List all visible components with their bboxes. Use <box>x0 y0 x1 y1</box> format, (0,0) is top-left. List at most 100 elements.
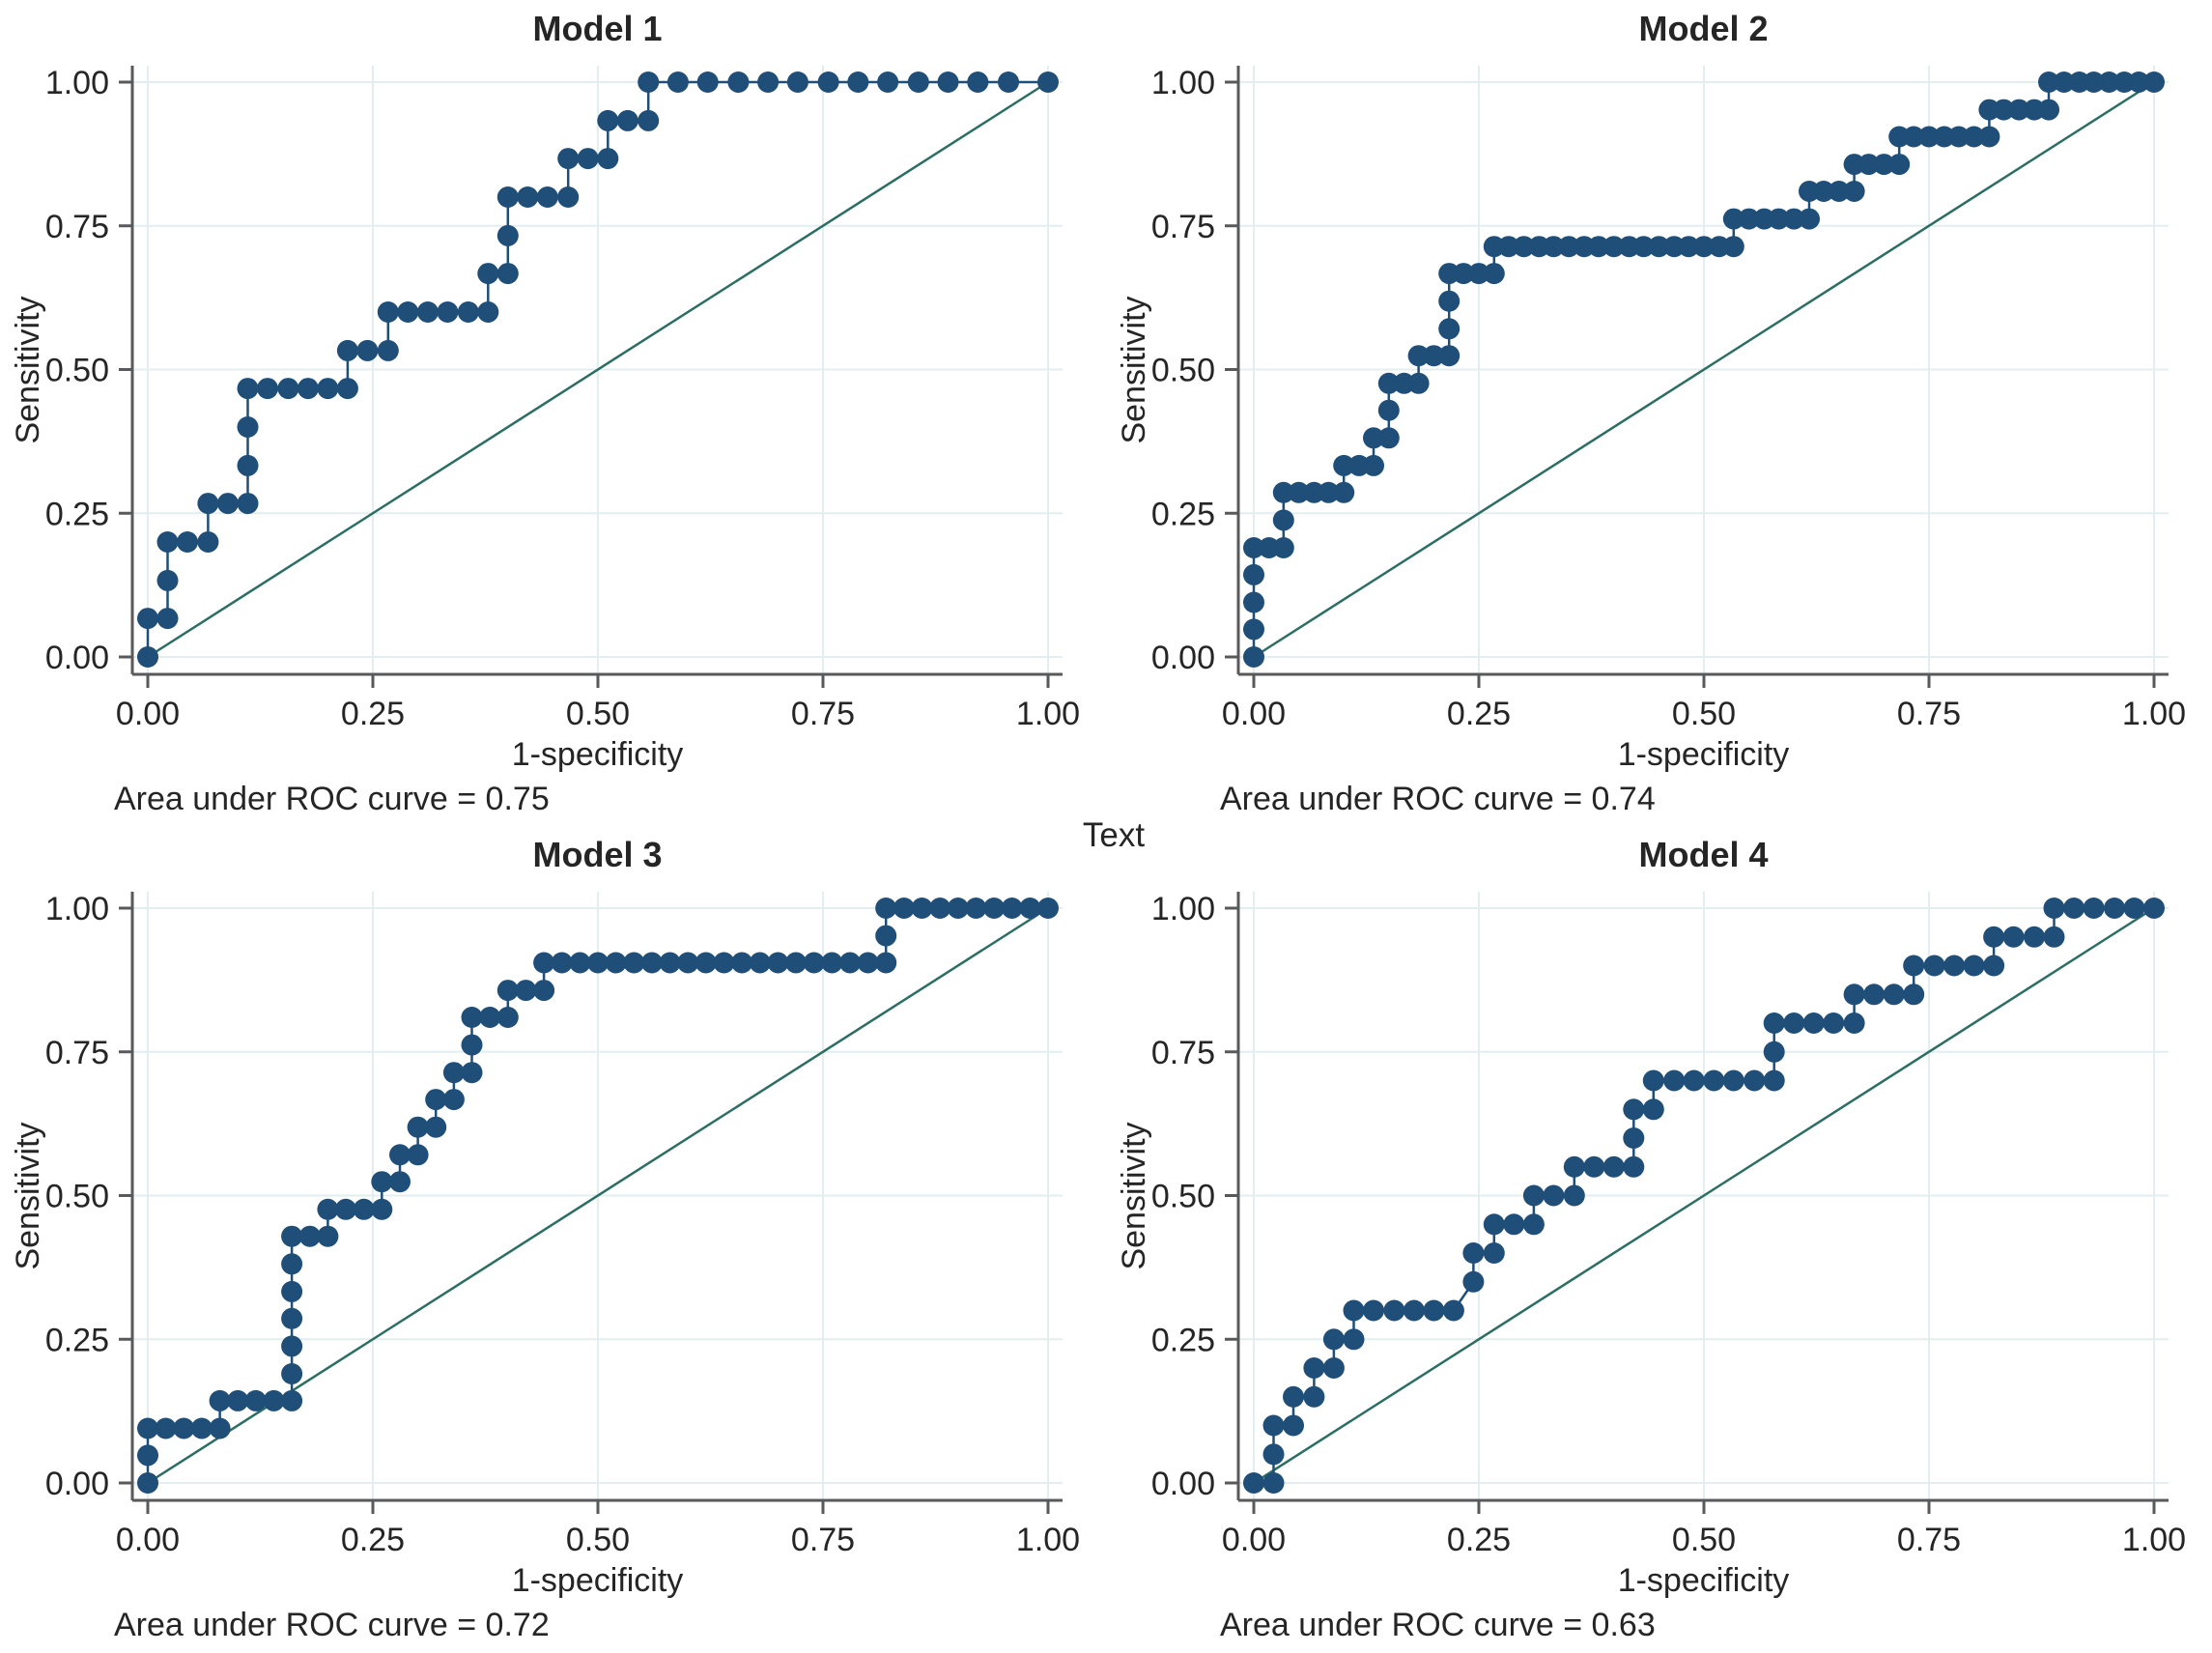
roc-point <box>557 148 580 170</box>
y-tick-label: 0.50 <box>45 353 109 389</box>
roc-point <box>371 1171 393 1193</box>
roc-point <box>496 263 519 285</box>
roc-point <box>1403 1299 1425 1322</box>
roc-point <box>281 1363 303 1384</box>
roc-point <box>2143 71 2165 93</box>
x-tick-label: 0.00 <box>116 696 180 732</box>
roc-point <box>786 71 808 93</box>
x-tick-label: 0.50 <box>566 1522 630 1558</box>
roc-point <box>1583 1155 1605 1178</box>
roc-point <box>2038 71 2059 93</box>
roc-plot-svg: 0.000.00 0.25 0.25 0.50 0.50 0.75 0.75 1.00 1.00… <box>10 9 1080 817</box>
roc-point <box>1377 399 1400 421</box>
roc-point <box>1883 983 1905 1006</box>
y-tick-label: 0.75 <box>1151 209 1215 245</box>
roc-point <box>2008 99 2030 121</box>
roc-point <box>2104 898 2125 919</box>
x-axis-label: 1-specificity <box>1618 1562 1790 1599</box>
roc-point <box>1858 154 1880 176</box>
roc-point <box>947 898 969 919</box>
roc-point <box>197 531 219 553</box>
roc-point <box>821 952 843 974</box>
roc-point <box>209 1389 231 1411</box>
roc-point <box>623 952 645 974</box>
roc-point <box>281 1225 303 1247</box>
roc-point <box>1623 1127 1645 1149</box>
roc-point <box>1903 983 1925 1006</box>
roc-point <box>1423 345 1445 367</box>
roc-point <box>587 952 609 974</box>
roc-point <box>731 952 753 974</box>
roc-point <box>496 224 519 246</box>
roc-point <box>353 1198 375 1220</box>
roc-point <box>317 1225 339 1247</box>
roc-point <box>1438 345 1460 367</box>
x-tick-label: 1.00 <box>1016 696 1080 732</box>
roc-point <box>666 71 689 93</box>
roc-point <box>597 148 619 170</box>
roc-point <box>1272 537 1294 558</box>
roc-point <box>371 1198 393 1220</box>
roc-point <box>616 109 638 131</box>
roc-point <box>1843 181 1865 202</box>
roc-point <box>1648 236 1670 258</box>
roc-point <box>1303 1357 1325 1379</box>
roc-point <box>998 71 1019 93</box>
roc-point <box>1483 1213 1505 1236</box>
roc-point <box>638 71 660 93</box>
roc-point <box>1802 1012 1825 1034</box>
y-tick-label: 0.25 <box>45 1322 109 1358</box>
roc-point <box>551 952 573 974</box>
roc-point <box>1763 1040 1785 1063</box>
roc-point <box>1322 1357 1345 1379</box>
roc-point <box>1543 1184 1565 1207</box>
roc-point <box>156 569 179 591</box>
roc-point <box>677 952 699 974</box>
y-axis-label: Sensitivity <box>1116 1122 1152 1269</box>
roc-point <box>244 1389 267 1411</box>
roc-point <box>407 1116 429 1138</box>
roc-point <box>335 1198 356 1220</box>
roc-point <box>1903 126 1925 148</box>
roc-point <box>2063 898 2085 919</box>
roc-point <box>1483 263 1505 285</box>
roc-point <box>517 186 539 208</box>
roc-point <box>1843 983 1865 1006</box>
roc-point <box>967 71 989 93</box>
roc-point <box>1813 181 1834 202</box>
roc-point <box>1462 1242 1485 1264</box>
roc-point <box>1843 1012 1865 1034</box>
x-axis-label: 1-specificity <box>1618 736 1790 773</box>
panel-title: Model 4 <box>1638 835 1768 874</box>
roc-point <box>237 454 259 476</box>
x-tick-label: 0.25 <box>1447 1522 1511 1558</box>
roc-point <box>695 952 717 974</box>
roc-point <box>190 1417 213 1439</box>
roc-point <box>875 898 897 919</box>
roc-point <box>1703 1069 1725 1092</box>
roc-point <box>389 1171 411 1193</box>
roc-point <box>442 1062 465 1084</box>
roc-point <box>1288 481 1310 503</box>
roc-point <box>1563 1155 1585 1178</box>
roc-point <box>1763 1069 1785 1092</box>
roc-point <box>965 898 987 919</box>
y-tick-label: 0.00 <box>1151 640 1215 676</box>
roc-point <box>461 1034 483 1056</box>
y-tick-label: 1.00 <box>1151 891 1215 927</box>
roc-point <box>281 1335 303 1357</box>
roc-point <box>1722 208 1744 230</box>
y-tick-label: 0.00 <box>45 1466 109 1502</box>
roc-point <box>1363 1299 1384 1322</box>
panel-model-3: 0.00 0.00 0.25 0.25 0.50 0.50 0.75 0.75 1.00 1.00… <box>0 826 1106 1652</box>
roc-point <box>2098 71 2120 93</box>
roc-point <box>1918 126 1940 148</box>
x-axis-label: 1-specificity <box>512 736 684 773</box>
roc-point <box>1863 983 1886 1006</box>
y-tick-label: 0.25 <box>45 496 109 532</box>
x-tick-label: 0.00 <box>116 1522 180 1558</box>
roc-point <box>177 531 198 553</box>
roc-point <box>1243 591 1264 613</box>
roc-point <box>1947 126 1970 148</box>
